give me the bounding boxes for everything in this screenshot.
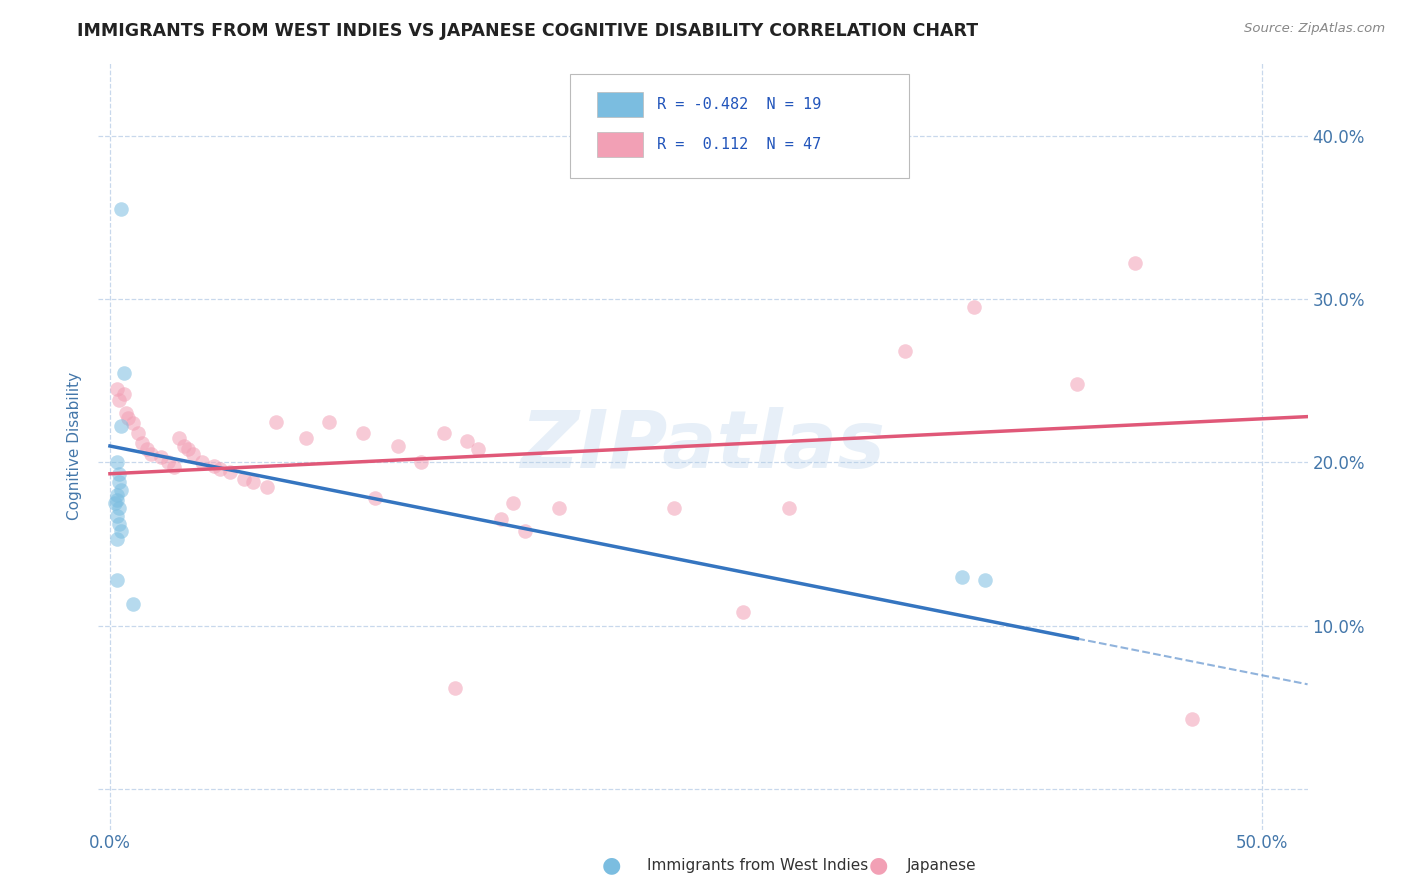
Point	[218, 465, 240, 479]
Point	[242, 475, 264, 489]
Point	[141, 447, 163, 461]
Point	[127, 425, 149, 440]
Point	[135, 442, 157, 457]
Point	[181, 447, 204, 461]
Text: ●: ●	[869, 855, 889, 875]
FancyBboxPatch shape	[569, 74, 908, 178]
Bar	[596, 93, 643, 117]
Point	[177, 442, 200, 457]
Point	[548, 501, 571, 516]
Point	[105, 573, 128, 587]
Point	[108, 393, 131, 408]
Text: R =  0.112  N = 47: R = 0.112 N = 47	[657, 137, 821, 152]
Point	[108, 501, 131, 516]
Point	[131, 435, 153, 450]
Point	[110, 419, 132, 434]
Text: Japanese: Japanese	[907, 858, 977, 872]
Point	[950, 569, 973, 583]
Text: R = -0.482  N = 19: R = -0.482 N = 19	[657, 97, 821, 112]
Point	[294, 431, 316, 445]
Text: ZIPatlas: ZIPatlas	[520, 407, 886, 485]
Point	[893, 344, 915, 359]
Point	[456, 434, 478, 449]
Point	[256, 480, 278, 494]
Text: Immigrants from West Indies: Immigrants from West Indies	[647, 858, 868, 872]
Point	[167, 431, 190, 445]
Point	[352, 425, 374, 440]
Text: Source: ZipAtlas.com: Source: ZipAtlas.com	[1244, 22, 1385, 36]
Point	[433, 425, 456, 440]
Point	[163, 460, 186, 475]
Point	[191, 455, 214, 469]
Point	[444, 681, 467, 695]
Point	[110, 202, 132, 217]
Point	[264, 415, 287, 429]
Point	[108, 517, 131, 532]
Point	[117, 411, 139, 425]
Point	[149, 450, 172, 465]
Point	[491, 512, 513, 526]
Point	[664, 501, 686, 516]
Point	[513, 524, 536, 538]
Point	[502, 496, 524, 510]
Point	[105, 455, 128, 469]
Point	[232, 472, 254, 486]
Point	[1123, 256, 1146, 270]
Point	[778, 501, 800, 516]
Point	[110, 483, 132, 497]
Point	[364, 491, 387, 506]
Point	[387, 439, 409, 453]
Y-axis label: Cognitive Disability: Cognitive Disability	[67, 372, 83, 520]
Point	[112, 366, 135, 380]
Point	[209, 462, 232, 476]
Text: ●: ●	[602, 855, 621, 875]
Point	[105, 492, 128, 507]
Point	[156, 455, 179, 469]
Point	[409, 455, 432, 469]
Point	[733, 606, 755, 620]
Point	[108, 475, 131, 489]
Point	[122, 597, 145, 611]
Point	[105, 532, 128, 546]
Point	[110, 524, 132, 538]
Point	[115, 406, 138, 420]
Text: IMMIGRANTS FROM WEST INDIES VS JAPANESE COGNITIVE DISABILITY CORRELATION CHART: IMMIGRANTS FROM WEST INDIES VS JAPANESE …	[77, 22, 979, 40]
Point	[173, 439, 195, 453]
Point	[962, 300, 984, 314]
Point	[105, 509, 128, 524]
Point	[103, 496, 125, 510]
Point	[318, 415, 340, 429]
Point	[202, 458, 225, 473]
Point	[112, 386, 135, 401]
Point	[105, 488, 128, 502]
Point	[105, 382, 128, 396]
Point	[974, 573, 997, 587]
Bar	[596, 132, 643, 157]
Point	[108, 467, 131, 481]
Point	[1181, 712, 1204, 726]
Point	[1066, 376, 1088, 391]
Point	[467, 442, 489, 457]
Point	[122, 416, 145, 430]
